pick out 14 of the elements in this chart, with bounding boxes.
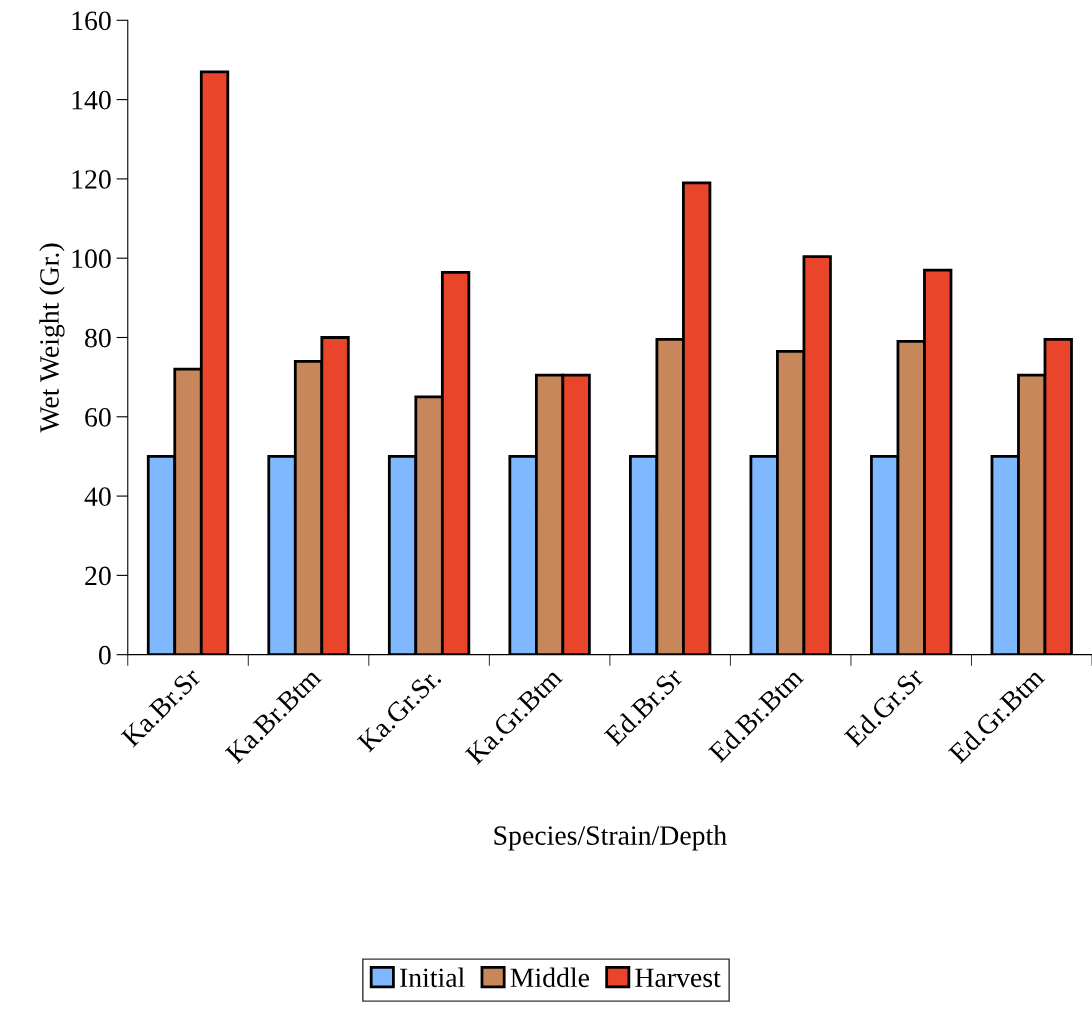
x-axis-title: Species/Strain/Depth (494, 825, 727, 851)
legend-label: Initial (399, 967, 465, 988)
y-tick-label: 140 (72, 90, 111, 110)
y-tick-label: 0 (98, 645, 111, 665)
y-tick-label: 80 (85, 328, 111, 348)
legend-label: Harvest (635, 968, 721, 988)
y-tick-label: 20 (85, 566, 111, 586)
y-tick-label: 100 (72, 249, 111, 269)
y-tick-label: 60 (85, 407, 111, 427)
y-tick-label: 40 (84, 487, 111, 506)
y-tick-label: 120 (72, 170, 111, 189)
y-tick-label: 160 (72, 11, 111, 31)
legend-label: Middle (510, 967, 590, 988)
y-axis-title: Wet Weight (Gr.) (39, 243, 65, 433)
